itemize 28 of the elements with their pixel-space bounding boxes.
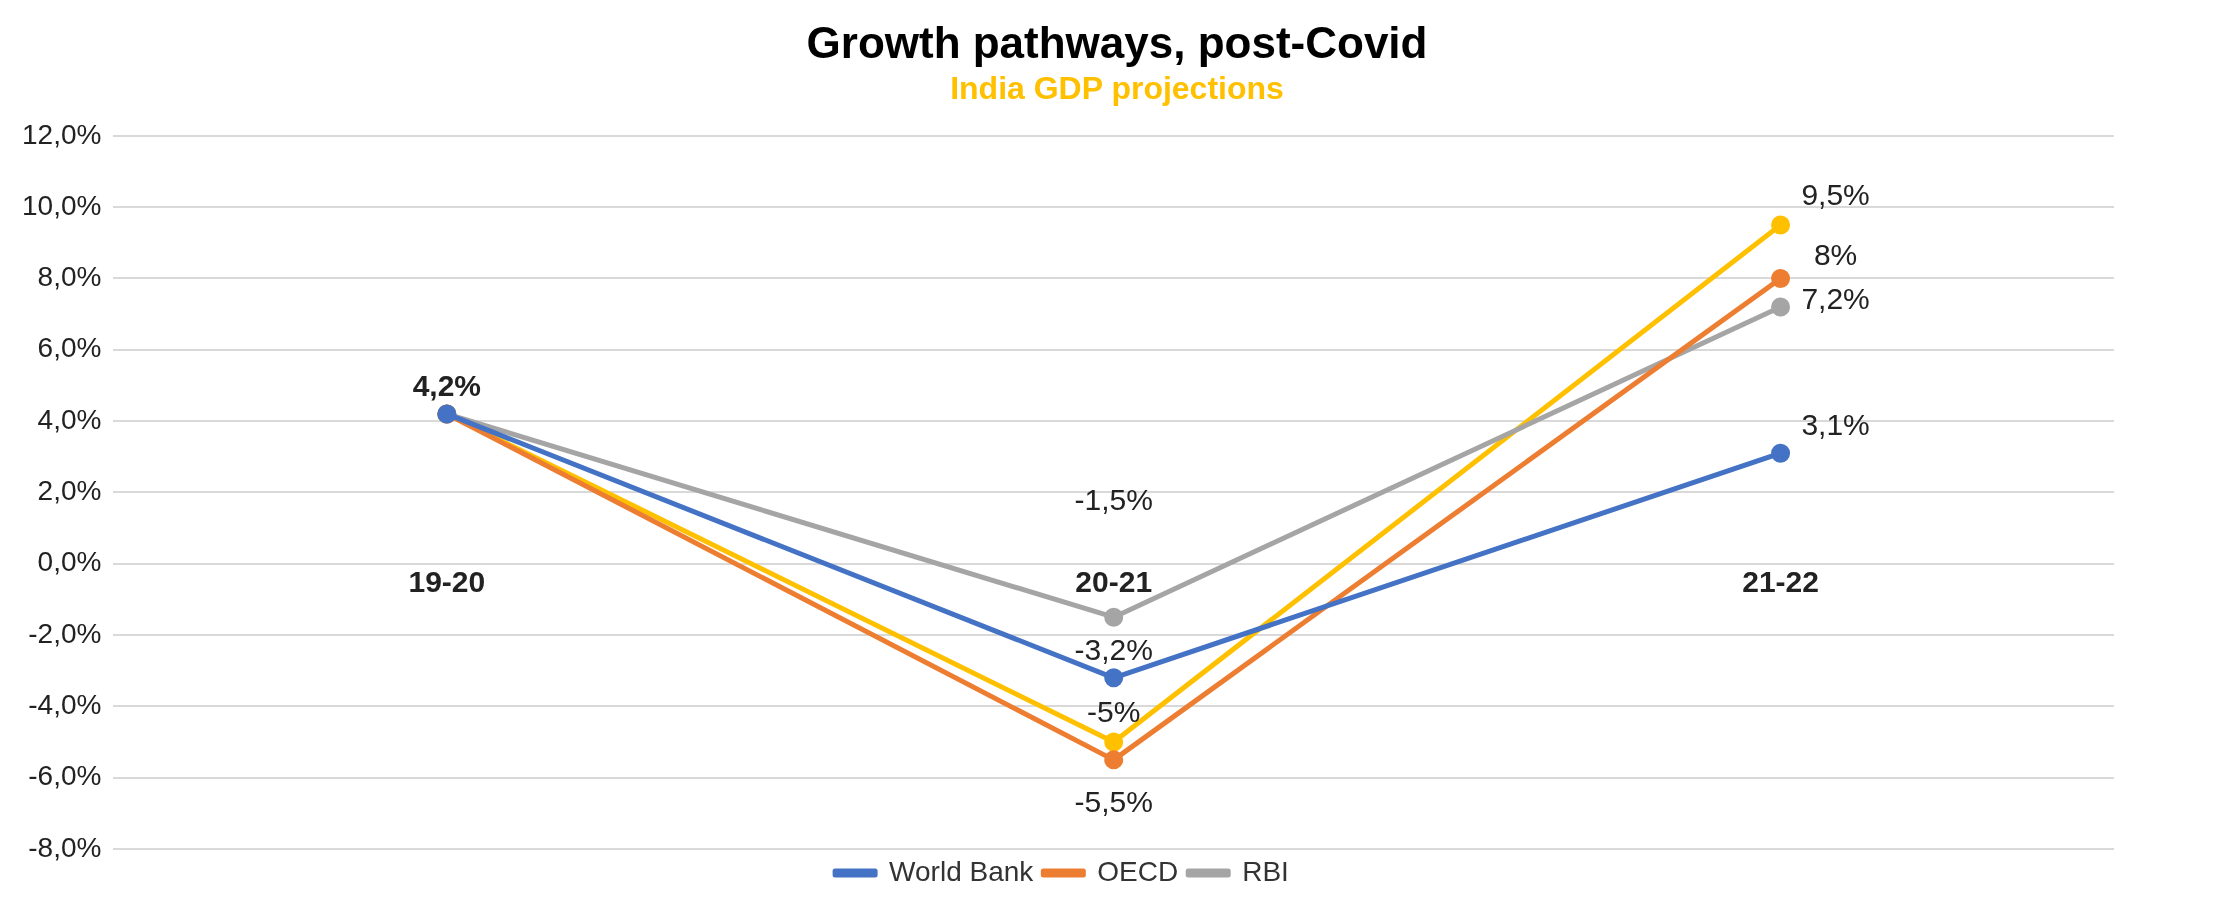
data-label: 8%	[1813, 237, 1858, 271]
data-label: 3,1%	[1801, 408, 1870, 442]
y-tick-label: 6,0%	[37, 332, 102, 364]
data-label: 7,2%	[1801, 282, 1870, 316]
x-tick-label: 20-21	[1075, 564, 1153, 598]
legend-label: OECD	[1097, 855, 1179, 887]
y-tick-label: -8,0%	[28, 831, 102, 863]
legend-label: RBI	[1242, 855, 1289, 887]
y-tick-label: -4,0%	[28, 689, 102, 721]
x-tick-label: 21-22	[1742, 564, 1819, 598]
y-tick-label: -2,0%	[28, 617, 102, 649]
data-label: -5%	[1087, 695, 1141, 729]
y-tick-label: 2,0%	[37, 475, 102, 507]
y-tick-label: 12,0%	[21, 118, 102, 150]
x-tick-label: 19-20	[408, 564, 486, 598]
chart-subtitle: India GDP projections	[949, 70, 1285, 107]
data-label: 9,5%	[1801, 178, 1870, 212]
data-label: -3,2%	[1074, 633, 1153, 667]
y-tick-label: 4,0%	[37, 403, 102, 435]
legend-label: World Bank	[889, 855, 1035, 887]
y-tick-label: -6,0%	[28, 760, 102, 792]
y-tick-label: 0,0%	[37, 546, 102, 578]
data-label: -5,5%	[1074, 785, 1153, 819]
chart-title: Growth pathways, post-Covid	[805, 18, 1429, 68]
y-tick-label: 8,0%	[37, 261, 102, 293]
y-tick-label: 10,0%	[21, 189, 102, 221]
data-label: -1,5%	[1074, 483, 1153, 517]
data-label: 4,2%	[412, 369, 482, 403]
